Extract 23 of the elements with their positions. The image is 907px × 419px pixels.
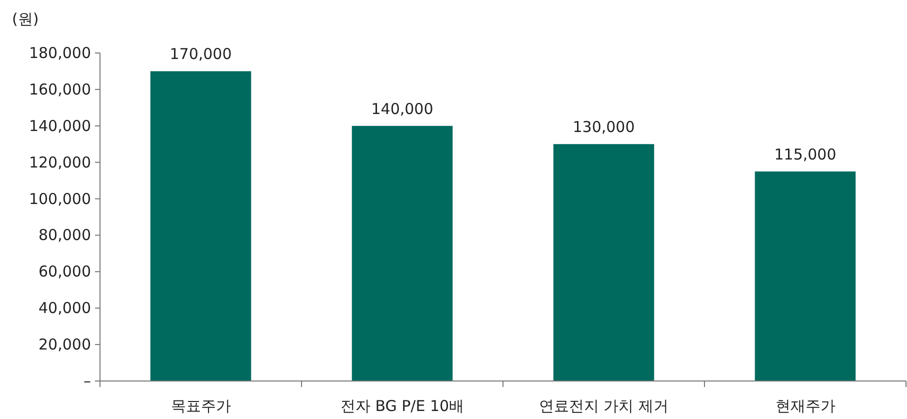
- y-tick-label: –: [84, 372, 91, 390]
- x-tick-label: 목표주가: [170, 397, 231, 415]
- x-tick-label: 연료전지 가치 제거: [538, 397, 669, 415]
- x-tick-label: 현재주가: [775, 397, 836, 415]
- y-axis-title: (원): [12, 10, 39, 28]
- data-label: 115,000: [774, 145, 836, 164]
- bar: [754, 171, 856, 381]
- y-tick-label: 160,000: [28, 80, 91, 98]
- data-label: 130,000: [572, 118, 635, 136]
- y-tick-label: 180,000: [28, 44, 91, 62]
- y-tick-label: 20,000: [38, 336, 91, 354]
- y-tick-label: 60,000: [38, 262, 91, 281]
- data-label: 170,000: [170, 45, 232, 64]
- y-tick-label: 140,000: [28, 116, 91, 135]
- y-tick-label: 40,000: [38, 299, 91, 318]
- y-tick-label: 120,000: [28, 153, 91, 172]
- y-tick-label: 100,000: [28, 190, 91, 208]
- bar: [352, 126, 453, 381]
- y-tick-label: 80,000: [38, 226, 91, 244]
- x-tick-label: 전자 BG P/E 10배: [340, 397, 464, 415]
- bar: [150, 71, 252, 381]
- data-label: 140,000: [371, 100, 434, 118]
- bar: [553, 144, 654, 381]
